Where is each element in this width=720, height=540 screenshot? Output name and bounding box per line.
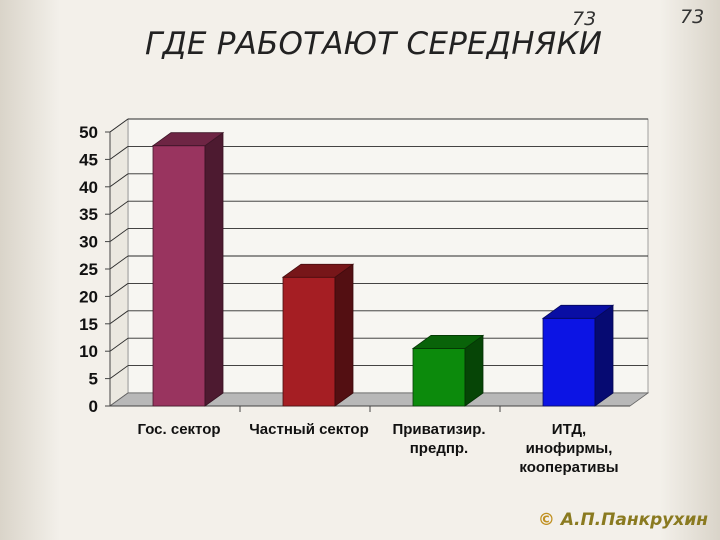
x-category-label: ИТД, — [552, 421, 586, 438]
y-tick-label: 0 — [89, 397, 98, 416]
bar-front — [152, 145, 206, 407]
x-category-label: предпр. — [410, 440, 468, 457]
y-tick-label: 15 — [79, 315, 98, 334]
bar-side — [594, 304, 614, 407]
y-tick-label: 50 — [79, 123, 98, 142]
x-category-label: кооперативы — [519, 459, 618, 476]
gridline-side — [109, 283, 129, 297]
copyright-author: А.П.Панкрухин — [560, 510, 708, 530]
y-tick-label: 35 — [79, 205, 98, 224]
x-category-label: Гос. сектор — [137, 421, 220, 438]
gridline-side — [109, 337, 129, 352]
gridline-side — [109, 255, 129, 270]
bar-top — [541, 304, 615, 319]
copyright-notice: © А.П.Панкрухин — [538, 510, 708, 530]
gridline-side — [109, 118, 129, 133]
y-tick-label: 5 — [89, 370, 98, 389]
x-category-label: Приватизир. — [392, 421, 485, 438]
copyright-icon: © — [537, 510, 555, 530]
y-tick-label: 30 — [79, 233, 98, 252]
page-number-left: 73 — [572, 8, 597, 30]
y-tick-label: 25 — [79, 260, 98, 279]
bar-front — [282, 276, 336, 407]
y-tick-label: 40 — [79, 178, 98, 197]
y-tick-label: 20 — [79, 287, 98, 306]
x-category-label: инофирмы, — [526, 440, 613, 457]
y-tick-label: 45 — [79, 150, 98, 169]
bar-side — [334, 263, 354, 407]
x-category-label: Частный сектор — [249, 421, 369, 438]
gridline-side — [109, 310, 129, 325]
slide-title: ГДЕ РАБОТАЮТ СЕРЕДНЯКИ — [145, 26, 603, 62]
gridline-side — [109, 365, 129, 379]
bar-top — [411, 335, 485, 349]
bar-front — [412, 348, 466, 407]
bar-front — [542, 317, 596, 407]
gridline-side — [109, 200, 129, 215]
y-tick-label: 10 — [79, 342, 98, 361]
bar-side — [204, 131, 224, 407]
bar-top — [151, 132, 225, 147]
page-number-right: 73 — [680, 6, 705, 28]
gridline-side — [109, 173, 129, 188]
gridline-side — [109, 146, 129, 160]
bar-top — [281, 263, 355, 278]
gridline-side — [109, 228, 129, 242]
